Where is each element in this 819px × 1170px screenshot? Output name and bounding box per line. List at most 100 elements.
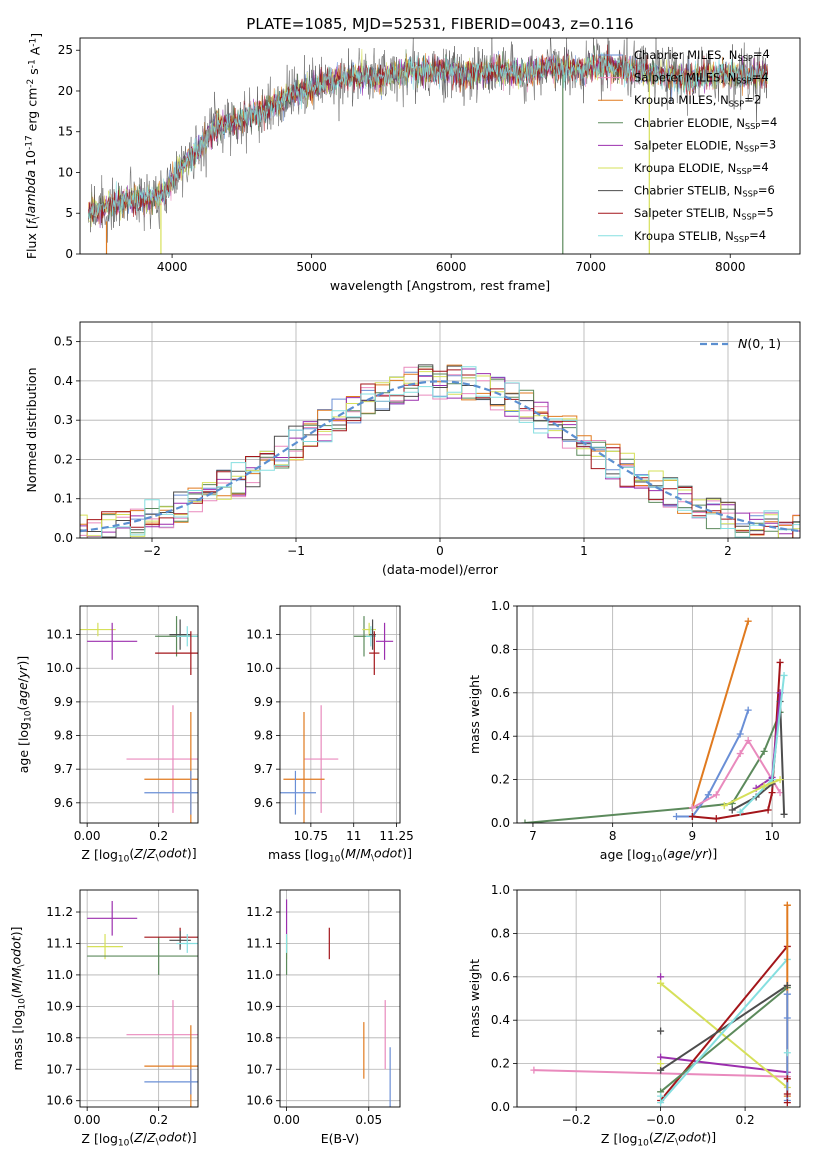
age-vs-metallicity-panel: 0.00 0.2 9.6 9.7 9.8 9.9 10.0 10.1 Z [log10(Z/Z\… <box>15 605 199 864</box>
histogram-salpeter_stelib <box>80 368 800 538</box>
residuals-xtick-label: 1 <box>580 544 588 558</box>
mass_weight_vs_Z-ytick-label: 0.6 <box>491 970 510 984</box>
legend-label-chabrier_elodie: Chabrier ELODIE, NSSP=4 <box>634 115 777 131</box>
age_vs_mass-ytick-label: 9.6 <box>254 796 273 810</box>
mass_vs_ebv-ytick-label: 11.2 <box>246 905 273 919</box>
mass_vs_Z-ytick-label: 11.1 <box>46 936 73 950</box>
mass_weight_vs_age-ytick-label: 0.8 <box>491 642 510 656</box>
mass_weight_vs_Z-marker-salpeter_elodie <box>657 1053 665 1061</box>
mass_vs_ebv-ytick-label: 10.9 <box>246 999 273 1013</box>
mass_vs_Z-ytick-label: 11.2 <box>46 905 73 919</box>
spectrum-plot-area <box>88 38 768 254</box>
mass_weight_vs_age-marker-kroupa_stelib <box>780 671 788 679</box>
mass_weight_vs_Z-marker-kroupa_elodie <box>657 979 665 987</box>
mass_weight_vs_age-marker-salpeter_stelib <box>776 658 784 666</box>
spectrum-xlabel: wavelength [Angstrom, rest frame] <box>330 278 550 293</box>
mass_weight_vs_Z-xtick-label: 0.2 <box>736 1113 755 1127</box>
mass_vs_Z-plot-area <box>87 901 198 1107</box>
mass_weight_vs_age-xtick-label: 10 <box>764 829 779 843</box>
legend-label-normal: N(0, 1) <box>738 336 781 351</box>
mass_weight_vs_age-marker-kroupa_stelib <box>736 808 744 816</box>
mass_weight_vs_age-ytick-label: 0.4 <box>491 729 510 743</box>
mass_weight_vs_age-marker-chabrier_stelib <box>780 810 788 818</box>
mass_weight_vs_age-ytick-label: 0.2 <box>491 773 510 787</box>
spectrum-ylabel: Flux [f\lambda 10-17 erg cm-2 s-1 A-1] <box>23 33 44 259</box>
spectrum-ytick-label: 25 <box>58 43 73 57</box>
age_vs_mass-xtick-label: 11 <box>346 829 361 843</box>
mass_weight_vs_age-marker-salpeter_stelib <box>764 806 772 814</box>
mass_weight_vs_Z-marker-salpeter_elodie <box>657 973 665 981</box>
mass_weight_vs_Z-xtick-label: −0.0 <box>646 1113 675 1127</box>
mass_weight_vs_Z-frame <box>516 889 801 1108</box>
histogram-kroupa_elodie <box>80 371 800 538</box>
age_vs_mass-ytick-label: 9.8 <box>254 729 273 743</box>
mass_weight_vs_Z-line-chabrier_elodie <box>659 986 788 1093</box>
spectrum-ytick-label: 5 <box>65 206 73 220</box>
mass_weight_vs_Z-ytick-label: 1.0 <box>491 883 510 897</box>
mass_weight_vs_Z-ytick-label: 0.0 <box>491 1100 510 1114</box>
mass_weight_vs_Z-ytick-label: 0.8 <box>491 926 510 940</box>
age_vs_Z-ytick-label: 9.8 <box>54 729 73 743</box>
normal-reference-curve <box>80 380 800 533</box>
mass_vs_Z-xlabel: Z [log10(Z/Z\odot)] <box>81 1129 196 1148</box>
mass_weight_vs_age-marker-chabrier_elodie <box>521 819 529 823</box>
age_vs_Z-ytick-label: 10.0 <box>46 661 73 675</box>
legend-label-kroupa_stelib: Kroupa STELIB, NSSP=4 <box>634 228 766 244</box>
mass_weight_vs_Z-marker-kroupa_stelib <box>657 1092 665 1100</box>
age_vs_mass-ytick-label: 9.9 <box>254 695 273 709</box>
mass_weight_vs_Z-line-salpeter_elodie <box>660 1056 788 1074</box>
mass-weight-vs-metallicity-panel: −0.2 −0.0 0.2 0.0 0.2 0.4 0.6 0.8 1.0 Z [log10(Z/… <box>467 883 801 1148</box>
mass_vs_ebv-ytick-label: 11.0 <box>246 968 273 982</box>
mass_vs_ebv-ytick-label: 10.7 <box>246 1062 273 1076</box>
mass_weight_vs_Z-marker-kroupa_miles <box>783 901 791 909</box>
mass_weight_vs_Z-line-chabrier_stelib <box>660 984 788 1071</box>
mass_vs_Z-ytick-label: 10.6 <box>46 1094 73 1108</box>
mass_weight_vs_Z-marker-chabrier_stelib <box>657 1027 665 1035</box>
age_vs_Z-xtick-label: 0.2 <box>149 829 168 843</box>
mass_vs_ebv-plot-area <box>285 899 391 1107</box>
mass_vs_Z-ytick-label: 10.8 <box>46 1031 73 1045</box>
residuals-ylabel: Normed distribution <box>24 367 39 492</box>
age_vs_mass-frame <box>279 605 401 824</box>
histogram-salpeter_elodie <box>80 368 800 537</box>
age-vs-mass-panel: 10.75 11 11.25 9.6 9.7 9.8 9.9 10.0 10.1 mass [lo… <box>246 605 414 864</box>
mass_weight_vs_age-marker-chabrier_miles <box>672 812 680 820</box>
mass_weight_vs_Z-marker-salpeter_stelib <box>783 1075 791 1083</box>
histogram-kroupa_stelib <box>80 366 800 538</box>
residuals-ytick-label: 0.2 <box>54 452 73 466</box>
mass_weight_vs_age-marker-chabrier_miles <box>704 791 712 799</box>
legend-label-kroupa_miles: Kroupa MILES, NSSP=2 <box>634 92 761 108</box>
mass_weight_vs_age-marker-chabrier_stelib <box>728 806 736 814</box>
residuals-xtick-label: 2 <box>724 544 732 558</box>
age_vs_mass-xtick-label: 10.75 <box>294 829 328 843</box>
mass_weight_vs_age-marker-salpeter_miles <box>712 791 720 799</box>
mass_weight_vs_age-marker-salpeter_stelib <box>688 812 696 820</box>
mass_weight_vs_age-marker-chabrier_elodie <box>760 747 768 755</box>
spectrum-ytick-label: 10 <box>58 165 73 179</box>
mass_vs_ebv-xlabel: E(B-V) <box>321 1131 360 1146</box>
mass_weight_vs_Z-marker-salpeter_stelib <box>783 1090 791 1098</box>
mass_weight_vs_age-marker-salpeter_miles <box>744 737 752 745</box>
mass_weight_vs_Z-marker-kroupa_stelib <box>783 1049 791 1057</box>
mass_vs_Z-xtick-label: 0.00 <box>74 1113 101 1127</box>
mass_weight_vs_age-line-chabrier_miles <box>676 709 750 818</box>
histogram-salpeter_miles <box>80 366 800 538</box>
mass_weight_vs_Z-marker-chabrier_stelib <box>657 1066 665 1074</box>
mass_weight_vs_age-marker-salpeter_stelib <box>768 789 776 797</box>
mass_weight_vs_age-marker-salpeter_miles <box>688 804 696 812</box>
mass_vs_Z-frame <box>79 889 199 1108</box>
age_vs_Z-xlabel: Z [log10(Z/Z\odot)] <box>81 845 196 864</box>
mass_weight_vs_Z-line-kroupa_elodie <box>659 982 788 1089</box>
legend-label-chabrier_miles: Chabrier MILES, NSSP=4 <box>634 47 770 63</box>
mass_weight_vs_age-frame <box>516 605 801 824</box>
mass-weight-vs-age-panel: 7 8 9 10 0.0 0.2 0.4 0.6 0.8 1.0 age [log10(age/yr… <box>467 599 801 864</box>
spectrum-ytick-label: 0 <box>65 247 73 261</box>
mass-vs-ebv-panel: 0.00 0.05 10.6 10.7 10.8 10.9 11.0 11.1 11.2 E(B-… <box>246 889 401 1146</box>
mass_weight_vs_age-marker-kroupa_elodie <box>720 802 728 810</box>
mass_weight_vs_Z-ylabel: mass weight <box>467 959 482 1038</box>
mass_weight_vs_Z-marker-chabrier_miles <box>783 990 791 998</box>
spectrum-xtick-label: 8000 <box>715 260 746 274</box>
mass_weight_vs_age-ylabel: mass weight <box>467 675 482 754</box>
legend-label-salpeter_stelib: Salpeter STELIB, NSSP=5 <box>634 205 774 221</box>
